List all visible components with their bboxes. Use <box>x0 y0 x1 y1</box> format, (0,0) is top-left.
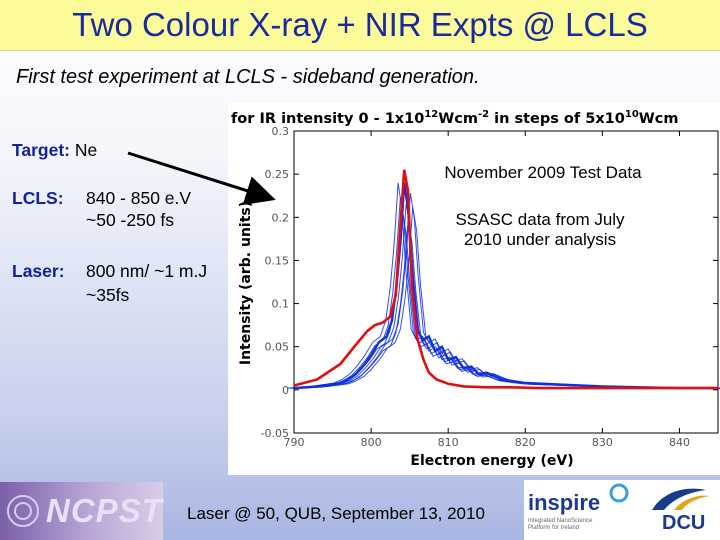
ncpst-emblem-icon <box>7 495 39 527</box>
y-tick-label: 0.15 <box>265 254 290 267</box>
y-axis-label: Intensity (arb. units) <box>238 201 254 365</box>
ncpst-logo-text: NCPST <box>46 492 163 529</box>
inspire-tagline-line2: Platform for Ireland <box>528 525 580 531</box>
dcu-logo-text: DCU <box>662 512 706 534</box>
ncpst-logo: NCPST <box>0 482 163 540</box>
laser-wavelength-energy: 800 nm/ ~1 m.J <box>86 261 208 281</box>
field-free-trace <box>293 169 718 390</box>
target-row: Target: Ne <box>12 140 97 161</box>
lcls-duration: ~50 -250 fs <box>86 210 175 230</box>
lcls-label: LCLS: <box>12 188 64 208</box>
y-tick-label: 0.1 <box>272 298 290 311</box>
spectrum-chart: for IR intensity 0 - 1x1012Wcm-2 in step… <box>231 109 720 469</box>
test-data-note: November 2009 Test Data <box>444 163 642 182</box>
x-tick-label: 840 <box>669 436 690 449</box>
y-tick-label: 0.3 <box>272 125 290 138</box>
inspire-tagline-line1: Integrated NanoScience <box>528 518 593 524</box>
laser-row: Laser: <box>12 261 65 282</box>
x-tick-label: 790 <box>284 436 305 449</box>
y-tick-label: -0.05 <box>261 427 289 440</box>
x-tick-label: 810 <box>438 436 459 449</box>
x-tick-label: 800 <box>361 436 382 449</box>
dcu-logo: DCU <box>644 484 716 538</box>
y-tick-label: 0.2 <box>272 211 290 224</box>
target-label: Target: <box>12 140 71 160</box>
target-value: Ne <box>74 140 98 160</box>
x-axis-label: Electron energy (eV) <box>410 453 573 469</box>
dcu-swoosh-icon <box>652 488 710 510</box>
plot-frame <box>293 130 719 434</box>
x-tick-label: 830 <box>592 436 613 449</box>
plot-panel: for IR intensity 0 - 1x1012Wcm-2 in step… <box>228 103 720 475</box>
laser-duration: ~35fs <box>86 285 130 305</box>
x-tick-label: 820 <box>515 436 536 449</box>
slide-subtitle: First test experiment at LCLS - sideband… <box>16 66 480 88</box>
laser-label: Laser: <box>12 261 65 281</box>
slide-title: Two Colour X-ray + NIR Expts @ LCLS <box>72 6 648 43</box>
chart-title: for IR intensity 0 - 1x1012Wcm-2 in step… <box>231 109 678 127</box>
axis-ticks: 790 800 810 820 830 840 -0.05 0 0.05 0.1 0.15 0.2 0.… <box>261 125 718 449</box>
inspire-ring-icon <box>609 483 629 503</box>
analysis-note-line1: SSASC data from July <box>455 210 625 229</box>
inspire-logo-text: inspire <box>528 490 601 515</box>
lcls-row: LCLS: <box>12 188 64 209</box>
y-tick-label: 0.05 <box>265 341 290 354</box>
ir-dressed-trace-main <box>293 182 718 390</box>
footer-text: Laser @ 50, QUB, September 13, 2010 <box>187 504 485 523</box>
traces <box>287 169 720 390</box>
inspire-logo: inspire Integrated NanoScience Platform … <box>528 483 629 532</box>
title-bar: Two Colour X-ray + NIR Expts @ LCLS <box>0 0 720 51</box>
analysis-note-line2: 2010 under analysis <box>463 230 617 249</box>
partner-logos: inspire Integrated NanoScience Platform … <box>524 480 720 540</box>
y-tick-label: 0 <box>282 384 289 397</box>
analysis-note: SSASC data from July 2010 under analysis <box>420 210 660 250</box>
inspire-tagline: Integrated NanoScience Platform for Irel… <box>528 518 600 532</box>
lcls-energy: 840 - 850 e.V <box>86 188 192 208</box>
y-tick-label: 0.25 <box>265 168 290 181</box>
